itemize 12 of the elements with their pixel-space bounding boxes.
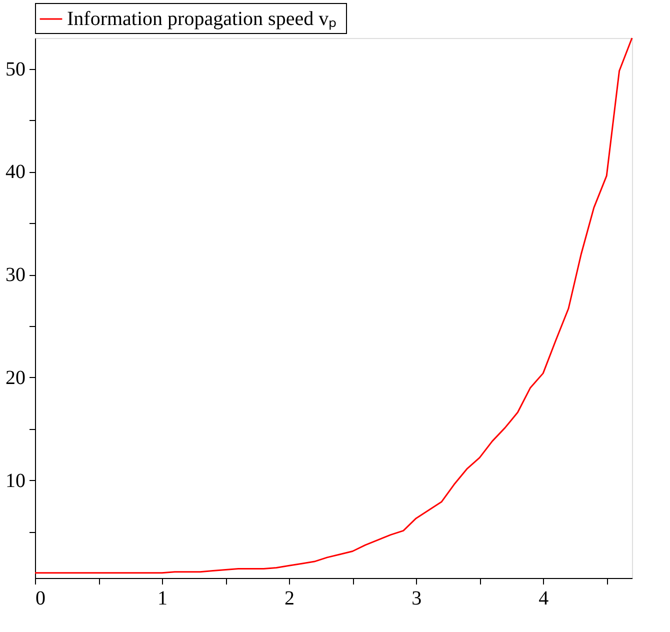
y-tick-label: 10 (6, 470, 26, 492)
y-tick-label: 50 (6, 58, 26, 80)
y-tick-label: 30 (6, 264, 26, 286)
x-tick-label: 2 (284, 588, 295, 610)
x-tick-label: 0 (36, 588, 46, 610)
x-tick-label: 3 (412, 588, 422, 610)
x-tick-label: 4 (538, 588, 549, 610)
y-tick-label: 20 (6, 366, 26, 389)
legend-label: Information propagation speed vₚ (67, 8, 337, 30)
x-tick-label: 1 (158, 588, 168, 610)
line-series (34, 37, 633, 574)
y-tick-label: 40 (6, 161, 26, 184)
